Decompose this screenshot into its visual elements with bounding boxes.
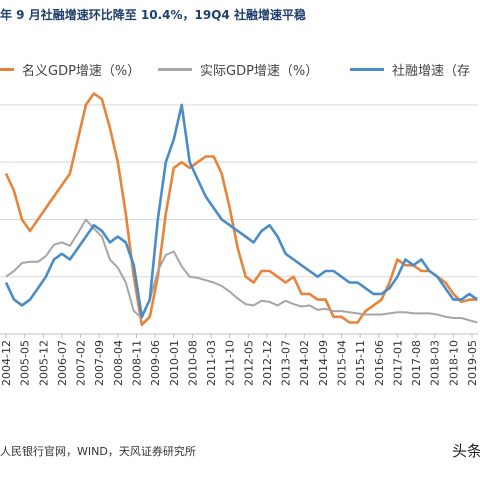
series-line-nominal-gdp xyxy=(4,92,478,327)
x-tick-label: 2004-12 xyxy=(0,340,13,386)
chart-title: 年 9 月社融增速环比降至 10.4%，19Q4 社融增速平稳 xyxy=(0,8,306,22)
x-tick-label: 2013-07 xyxy=(280,340,293,386)
x-tick-label: 2007-02 xyxy=(75,340,88,386)
x-tick-label: 2014-09 xyxy=(317,340,330,386)
x-tick-label: 2009-06 xyxy=(149,340,162,386)
x-tick-label: 2010-08 xyxy=(186,340,199,386)
series-lines xyxy=(4,92,479,327)
x-tick-label: 2010-01 xyxy=(168,340,181,386)
x-tick-label: 2017-08 xyxy=(410,340,423,386)
x-tick-label: 2014-02 xyxy=(298,340,311,386)
x-tick-label: 2019-05 xyxy=(466,340,479,386)
legend-swatch-nominal-gdp xyxy=(0,68,14,71)
x-tick-label: 2005-05 xyxy=(19,340,32,386)
x-tick-label: 2012-12 xyxy=(261,340,274,386)
legend-label-social-financing: 社融增速（存 xyxy=(392,64,471,79)
x-tick-label: 2018-03 xyxy=(429,340,442,386)
legend-item-nominal-gdp: 名义GDP增速（%） xyxy=(0,60,140,79)
x-tick-label: 2011-10 xyxy=(224,340,237,386)
x-tick-label: 2007-09 xyxy=(93,340,106,386)
x-tick-label: 2015-04 xyxy=(336,340,349,386)
legend-swatch-social-financing xyxy=(350,68,384,71)
x-axis xyxy=(0,333,478,338)
legend-label-nominal-gdp: 名义GDP增速（%） xyxy=(22,64,141,79)
legend-item-social-financing: 社融增速（存 xyxy=(350,60,470,79)
x-tick-label: 2017-01 xyxy=(391,340,404,386)
legend-item-real-gdp: 实际GDP增速（%） xyxy=(158,60,318,79)
x-tick-label: 2008-11 xyxy=(130,340,143,386)
x-tick-label: 2005-12 xyxy=(37,340,50,386)
x-tick-label: 2011-03 xyxy=(205,340,218,386)
series-line-social-financing xyxy=(4,103,479,319)
series-line-real-gdp xyxy=(5,218,478,324)
x-tick-label: 2012-05 xyxy=(242,340,255,386)
x-tick-label: 2008-04 xyxy=(112,340,125,386)
x-tick-labels: 2004-12 2005-05 2005-12 2006-07 2007-02 2007-… xyxy=(0,340,479,386)
watermark: 头条 xyxy=(452,442,480,460)
x-tick-label: 2018-10 xyxy=(447,340,460,386)
x-tick-label: 2015-11 xyxy=(354,340,367,386)
x-tick-label: 2006-07 xyxy=(56,340,69,386)
chart-legend: 名义GDP增速（%） 实际GDP增速（%） 社融增速（存 xyxy=(0,60,480,82)
legend-swatch-real-gdp xyxy=(158,68,192,71)
x-tick-label: 2016-06 xyxy=(373,340,386,386)
legend-label-real-gdp: 实际GDP增速（%） xyxy=(200,64,319,79)
source-note: 人民银行官网，WIND，天风证券研究所 xyxy=(0,445,196,458)
